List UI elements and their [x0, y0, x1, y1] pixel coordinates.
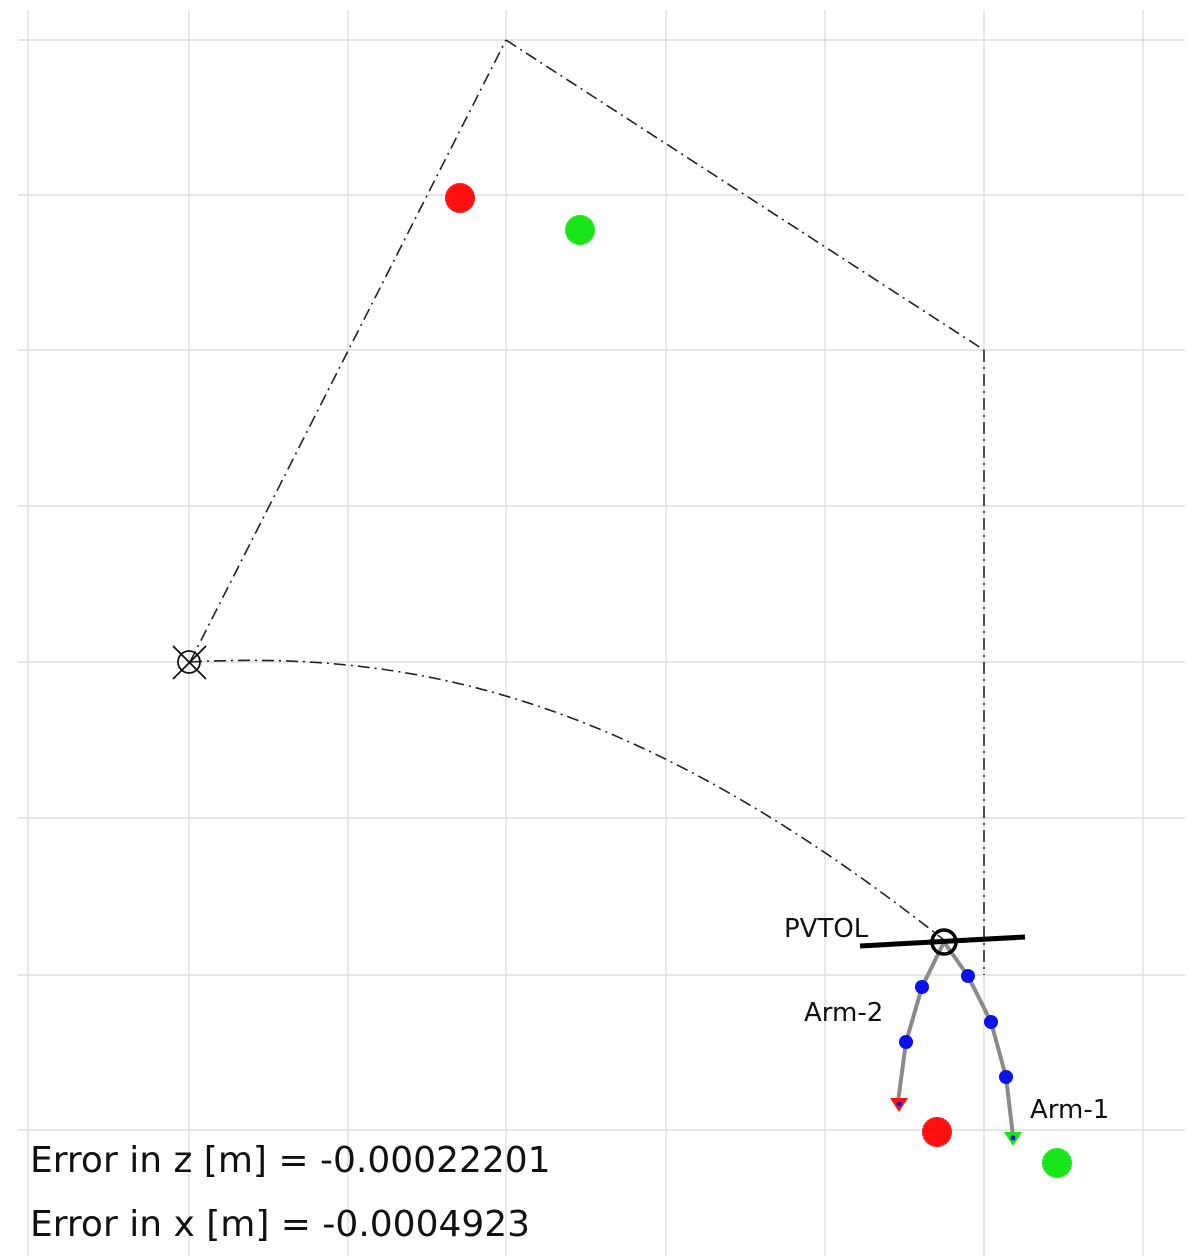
arm-1-joint: [999, 1070, 1013, 1084]
starburst-ray: [1042, 1158, 1072, 1168]
arm-2-label: Arm-2: [804, 998, 883, 1028]
error-x-readout: Error in x [m] = -0.0004923: [30, 1204, 530, 1245]
starburst-ray: [565, 225, 595, 235]
arm-2: [896, 940, 946, 1104]
trajectory-segment-curve: [189, 659, 945, 941]
goal-green-starburst-icon: [565, 215, 595, 245]
arm-joints: [899, 969, 1013, 1084]
trajectory-segment-diagonal: [505, 39, 985, 351]
arm-1-joint: [961, 969, 975, 983]
error-z-readout: Error in z [m] = -0.00022201: [30, 1140, 551, 1181]
arm-1-links: [942, 940, 1015, 1138]
error-z-label: Error in z [m] =: [30, 1140, 321, 1181]
starburst-ray: [445, 193, 475, 203]
circle-cross-icon: [172, 645, 207, 680]
arm-2-links: [896, 940, 946, 1104]
pvtol-label: PVTOL: [784, 914, 869, 944]
starburst-ray: [922, 1127, 952, 1137]
arm-2-joint: [915, 980, 929, 994]
arm-2-joint: [899, 1035, 913, 1049]
error-z-value: -0.00022201: [320, 1140, 551, 1181]
grid: [18, 10, 1185, 1256]
circle-icon: [930, 928, 958, 956]
error-x-value: -0.0004923: [322, 1204, 531, 1245]
arm-2-end-effector-triangle-down-icon: [890, 1098, 908, 1112]
arm-1-label: Arm-1: [1030, 1095, 1109, 1125]
goal-green-starburst-icon: [1042, 1148, 1072, 1178]
trajectory-path: [189, 39, 985, 975]
trajectory-segment-up: [189, 39, 507, 663]
arm-1-joint: [984, 1015, 998, 1029]
pvtol-rotor-bar: [859, 934, 1026, 949]
goal-red-starburst-icon: [445, 183, 475, 213]
error-x-label: Error in x [m] =: [30, 1204, 323, 1245]
goal-red-starburst-icon: [922, 1117, 952, 1147]
arm-1-end-effector-triangle-down-icon: [1004, 1132, 1022, 1146]
arm-1: [942, 940, 1015, 1138]
pvtol-vehicle: [859, 928, 1026, 956]
